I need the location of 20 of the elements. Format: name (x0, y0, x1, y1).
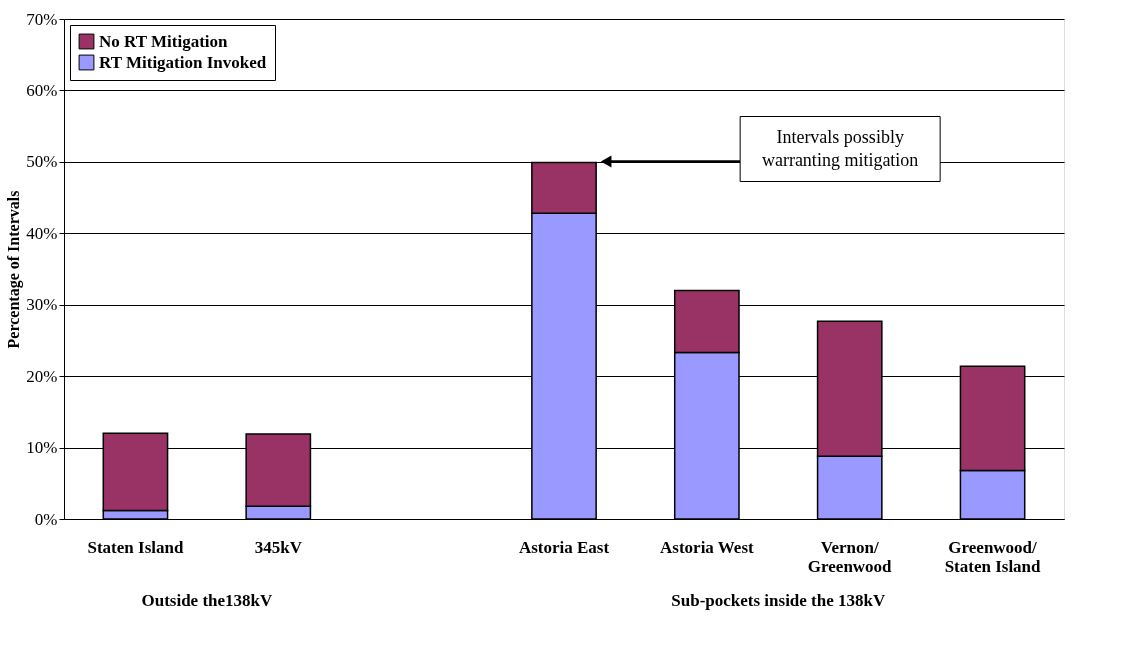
x-tick-label: Astoria East (518, 537, 610, 557)
x-tick-label: Astoria West (660, 537, 755, 557)
y-tick-label: 60% (26, 80, 58, 100)
text: Outside the138kV (141, 591, 273, 610)
x-tick-label: Vernon/ Greenwood (807, 537, 893, 576)
y-tick-label: 0% (34, 509, 58, 529)
y-axis-title: Percentage of Intervals (5, 190, 24, 349)
annotation: Intervals possibly warranting mitigation (761, 126, 919, 170)
text: Sub-pockets inside the 138kV (671, 591, 886, 610)
legend-label: No RT Mitigation (99, 31, 229, 51)
x-tick-label: Greenwood/ Staten Island (944, 537, 1042, 576)
y-tick-label: 50% (26, 152, 58, 172)
x-tick-label: Staten Island (87, 537, 184, 557)
y-tick-label: 10% (26, 438, 58, 458)
legend-label: RT Mitigation Invoked (99, 52, 267, 72)
y-tick-label: 20% (26, 366, 58, 386)
x-tick-label: 345kV (254, 537, 303, 557)
y-tick-label: 30% (26, 295, 58, 315)
y-tick-label: 70% (26, 9, 58, 29)
y-tick-label: 40% (26, 223, 58, 243)
